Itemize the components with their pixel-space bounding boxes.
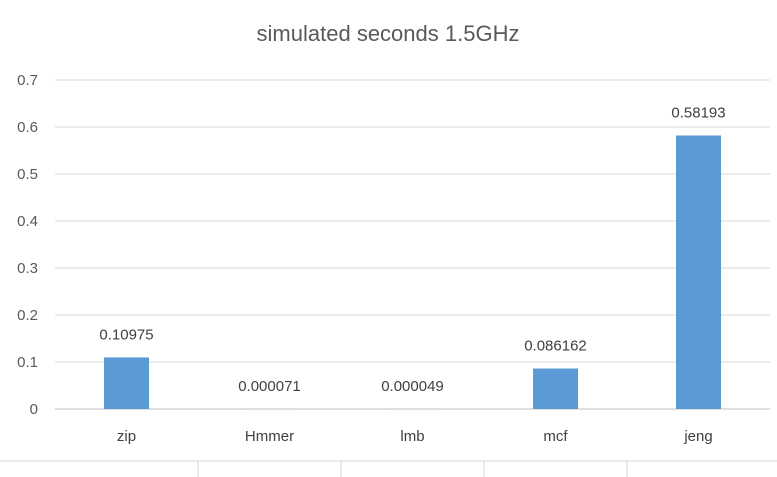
bar-jeng (676, 135, 721, 409)
bars (104, 135, 721, 409)
category-label: jeng (683, 428, 712, 445)
data-label: 0.086162 (524, 338, 587, 355)
y-tick-label: 0.7 (17, 72, 38, 89)
data-labels: 0.10975 0.000071 0.000049 0.086162 0.58193 (99, 104, 725, 394)
y-tick-label: 0.4 (17, 213, 38, 230)
category-label: zip (117, 428, 136, 445)
data-label: 0.58193 (671, 104, 725, 121)
y-tick-label: 0.2 (17, 307, 38, 324)
data-label: 0.000071 (238, 378, 301, 395)
category-label: Hmmer (245, 428, 294, 445)
y-axis-ticks: 0 0.1 0.2 0.3 0.4 0.5 0.6 0.7 (17, 72, 38, 418)
bottom-rule (0, 460, 777, 477)
chart-title: simulated seconds 1.5GHz (257, 21, 520, 46)
category-label: mcf (543, 428, 568, 445)
data-label: 0.000049 (381, 378, 444, 395)
x-axis-categories: zip Hmmer lmb mcf jeng (117, 428, 713, 445)
y-tick-label: 0.3 (17, 260, 38, 277)
y-tick-label: 0.5 (17, 166, 38, 183)
y-tick-label: 0.6 (17, 119, 38, 136)
gridlines (55, 79, 770, 410)
bar-mcf (533, 368, 578, 409)
y-tick-label: 0 (30, 401, 38, 418)
category-label: lmb (400, 428, 424, 445)
data-label: 0.10975 (99, 326, 153, 343)
bar-zip (104, 357, 149, 409)
y-tick-label: 0.1 (17, 354, 38, 371)
